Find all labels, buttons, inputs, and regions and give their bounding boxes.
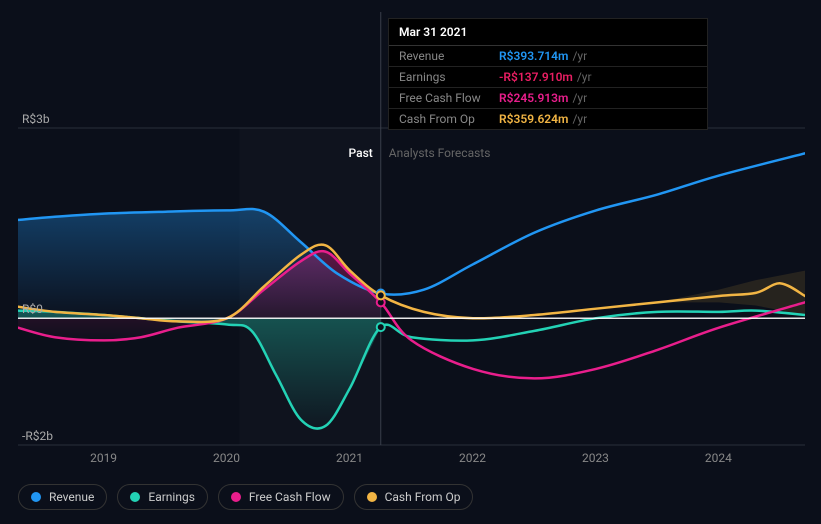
legend-item-cash_op[interactable]: Cash From Op (354, 484, 474, 510)
tooltip-metric-unit: /yr (572, 49, 587, 63)
chart-tooltip: Mar 31 2021 Revenue R$393.714m /yrEarnin… (388, 18, 708, 130)
tooltip-metric-unit: /yr (577, 70, 592, 84)
legend-label: Earnings (148, 490, 195, 504)
legend-item-earnings[interactable]: Earnings (117, 484, 208, 510)
tooltip-metric-value: R$393.714m (499, 49, 568, 63)
x-axis-label: 2024 (705, 451, 732, 465)
x-axis-label: 2020 (213, 451, 240, 465)
tooltip-metric-label: Revenue (399, 49, 499, 63)
legend-dot-icon (367, 492, 377, 502)
y-axis-label: -R$2b (22, 429, 53, 443)
y-axis-label: R$0 (22, 302, 43, 316)
tooltip-date: Mar 31 2021 (389, 19, 707, 46)
tooltip-metric-label: Free Cash Flow (399, 91, 499, 105)
legend-label: Free Cash Flow (249, 490, 331, 504)
x-axis-label: 2022 (459, 451, 486, 465)
x-axis-label: 2021 (336, 451, 363, 465)
tooltip-row: Cash From Op R$359.624m /yr (389, 109, 707, 129)
legend-label: Cash From Op (385, 490, 461, 504)
tooltip-metric-unit: /yr (572, 91, 587, 105)
x-axis-label: 2023 (582, 451, 609, 465)
legend-dot-icon (130, 492, 140, 502)
y-axis-label: R$3b (22, 112, 50, 126)
legend-dot-icon (231, 492, 241, 502)
legend-item-fcf[interactable]: Free Cash Flow (218, 484, 344, 510)
tooltip-metric-value: R$359.624m (499, 112, 568, 126)
x-axis-label: 2019 (90, 451, 117, 465)
tooltip-row: Free Cash Flow R$245.913m /yr (389, 88, 707, 109)
tooltip-metric-unit: /yr (572, 112, 587, 126)
legend-item-revenue[interactable]: Revenue (18, 484, 107, 510)
legend-label: Revenue (49, 490, 94, 504)
tooltip-metric-value: R$245.913m (499, 91, 568, 105)
tooltip-metric-value: -R$137.910m (499, 70, 573, 84)
tooltip-metric-label: Cash From Op (399, 112, 499, 126)
tooltip-row: Revenue R$393.714m /yr (389, 46, 707, 67)
legend-dot-icon (31, 492, 41, 502)
chart-legend: Revenue Earnings Free Cash Flow Cash Fro… (18, 484, 473, 510)
past-section-label: Past (349, 146, 373, 160)
forecast-section-label: Analysts Forecasts (389, 146, 491, 160)
tooltip-row: Earnings -R$137.910m /yr (389, 67, 707, 88)
tooltip-metric-label: Earnings (399, 70, 499, 84)
